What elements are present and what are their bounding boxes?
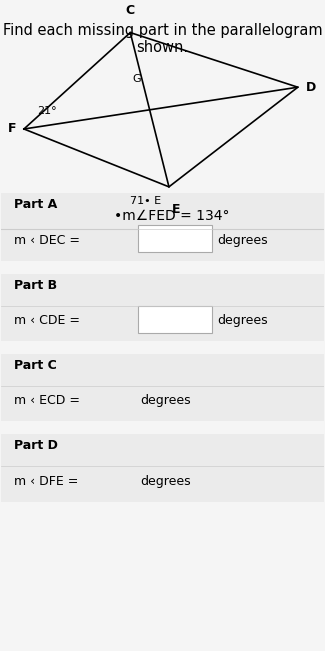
Text: m ‹ DFE =: m ‹ DFE =: [14, 475, 79, 488]
Text: E: E: [172, 203, 181, 216]
Text: 71• E: 71• E: [130, 197, 162, 206]
Text: F: F: [7, 122, 16, 135]
Text: Part B: Part B: [14, 279, 58, 292]
Text: degrees: degrees: [217, 234, 268, 247]
FancyBboxPatch shape: [138, 225, 213, 253]
Text: •m∠FED = 134°: •m∠FED = 134°: [114, 210, 230, 223]
FancyBboxPatch shape: [1, 193, 324, 261]
FancyBboxPatch shape: [1, 434, 324, 502]
Text: C: C: [126, 3, 135, 16]
FancyBboxPatch shape: [1, 273, 324, 341]
Text: Part D: Part D: [14, 439, 58, 452]
Text: m ‹ ECD =: m ‹ ECD =: [14, 395, 80, 408]
Text: D: D: [306, 81, 316, 94]
Text: m ‹ CDE =: m ‹ CDE =: [14, 314, 80, 327]
FancyBboxPatch shape: [138, 306, 213, 333]
Text: Part C: Part C: [14, 359, 57, 372]
Text: G: G: [132, 74, 140, 84]
Text: Find each missing part in the parallelogram shown.: Find each missing part in the parallelog…: [3, 23, 322, 55]
Text: Part A: Part A: [14, 199, 58, 212]
Text: 21°: 21°: [37, 106, 57, 116]
Text: m ‹ DEC =: m ‹ DEC =: [14, 234, 80, 247]
Text: degrees: degrees: [140, 395, 190, 408]
FancyBboxPatch shape: [1, 354, 324, 421]
Text: degrees: degrees: [140, 475, 190, 488]
Text: degrees: degrees: [217, 314, 268, 327]
